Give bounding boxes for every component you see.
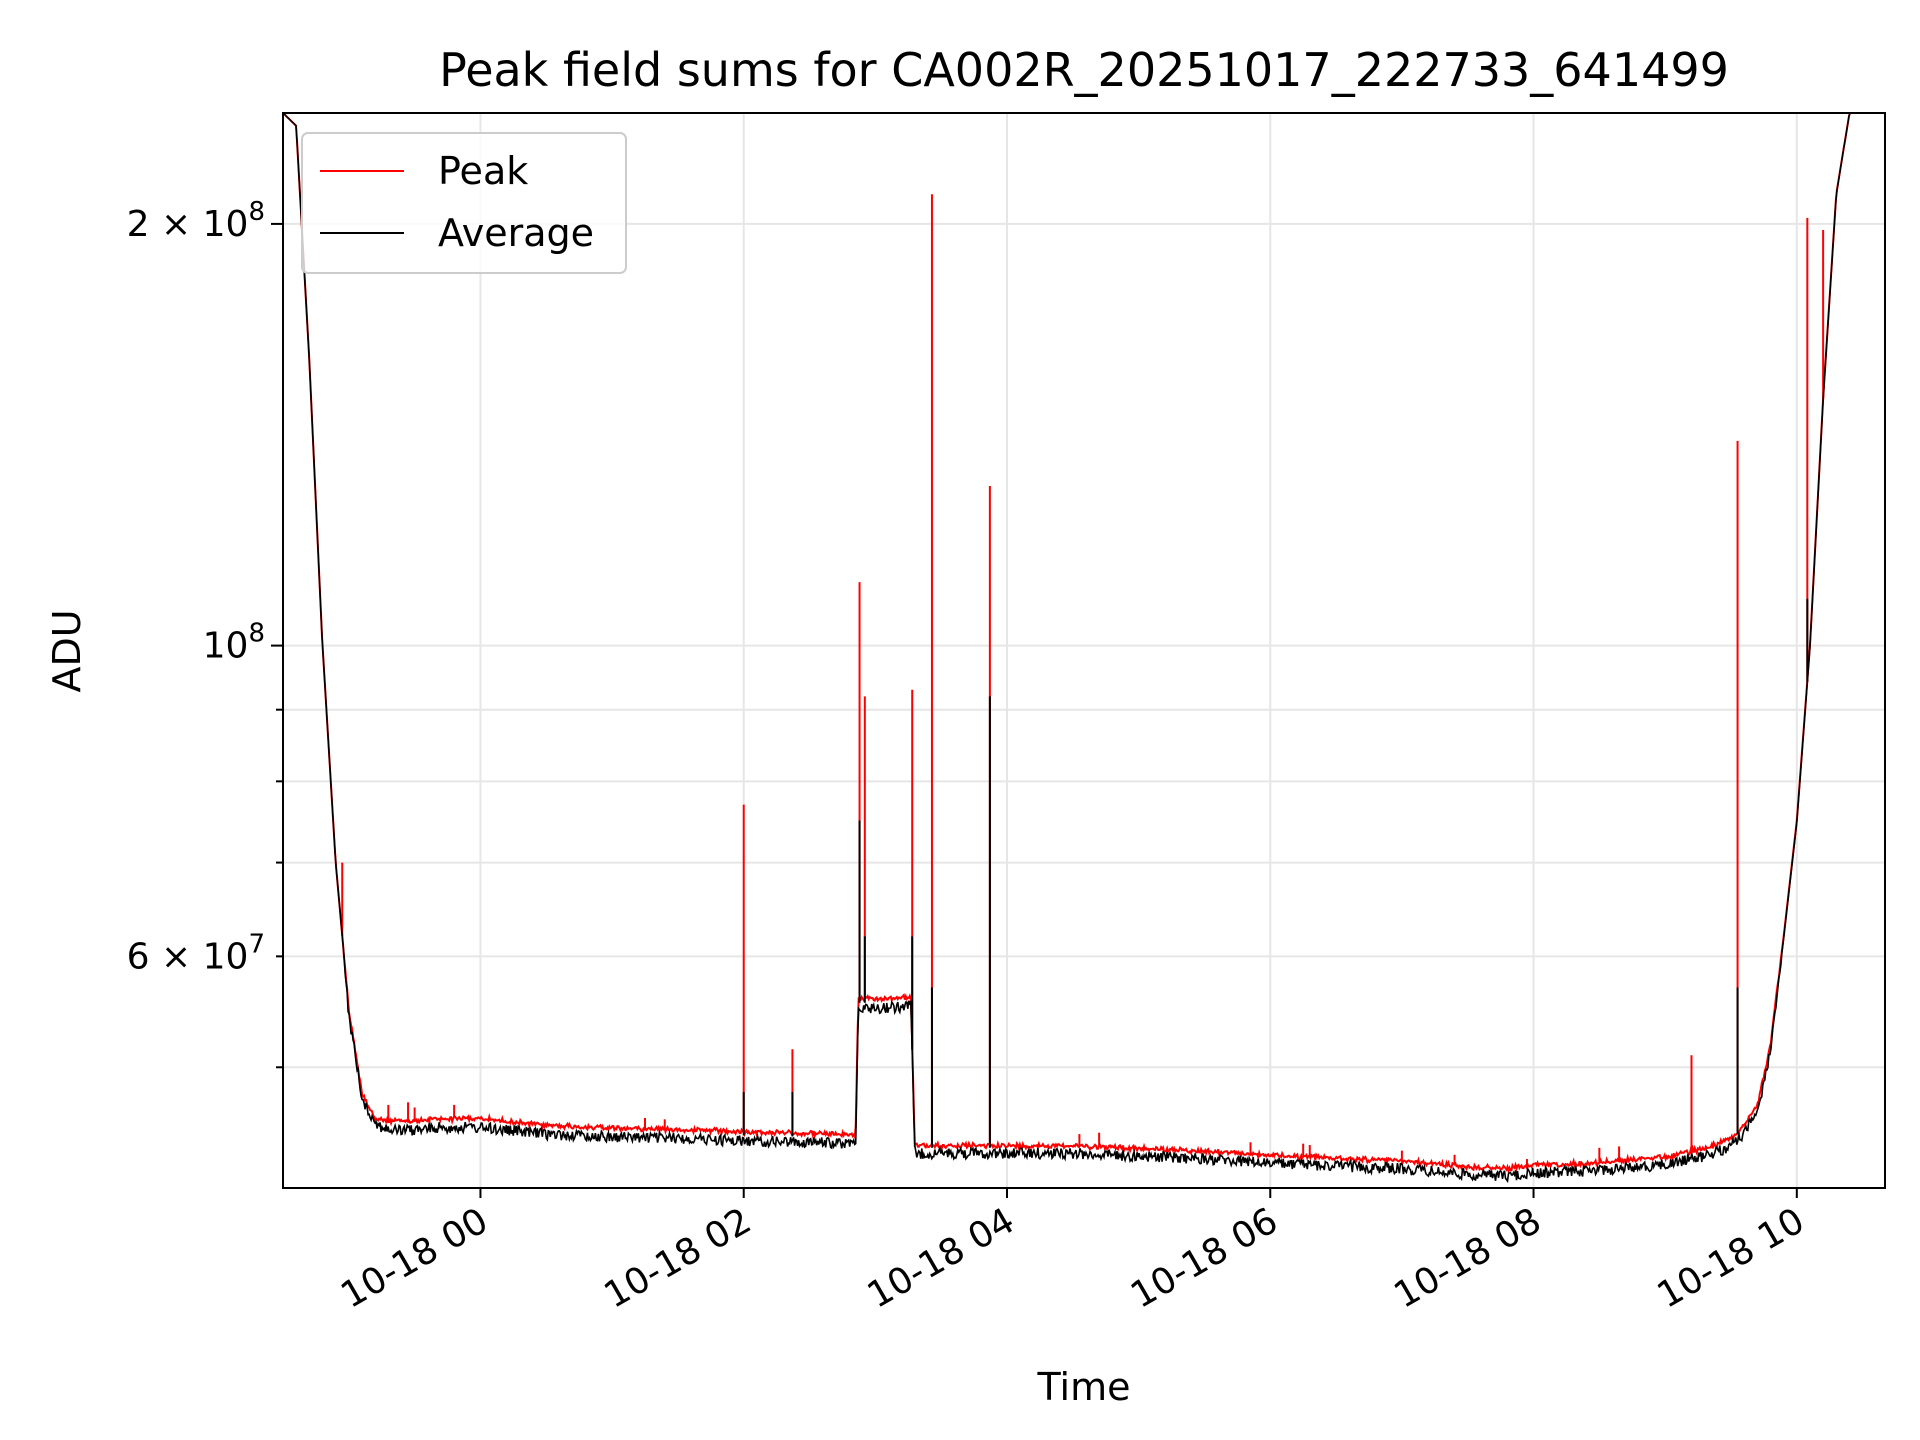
series-line-peak [282, 112, 1885, 1175]
chart-title: Peak field sums for CA002R_20251017_2227… [439, 43, 1729, 97]
plot-frame [282, 112, 1886, 1189]
legend: Peak Average [301, 132, 627, 274]
series-layer [282, 112, 1885, 1184]
legend-label-average: Average [438, 211, 594, 255]
legend-label-peak: Peak [438, 149, 528, 193]
y-axis-label: ADU [45, 609, 89, 692]
y-tick-label-major-0: 108 [203, 619, 265, 667]
x-axis-label: Time [1037, 1365, 1131, 1409]
y-tick-label-minor-0: 6 × 107 [127, 929, 265, 977]
y-tick-label-major-1: 2 × 108 [127, 197, 265, 245]
series-line-average [282, 112, 1885, 1184]
legend-box [301, 132, 627, 274]
